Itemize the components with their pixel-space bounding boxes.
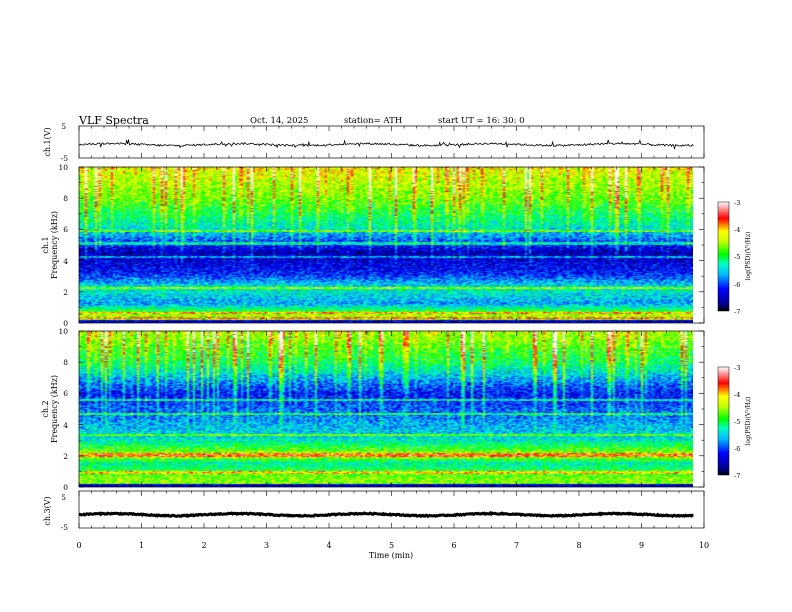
xtick-label-6: 6	[451, 541, 456, 550]
ch1-ytick-10: 10	[58, 163, 68, 172]
station-label: station= ATH	[344, 116, 402, 126]
ch2-frequency-ylabel: Frequency (kHz)	[50, 375, 59, 443]
ch1-channel-label: ch.1	[41, 236, 50, 253]
xtick-label-4: 4	[326, 541, 331, 550]
ch3-voltage-ylabel: ch.3(V)	[43, 496, 52, 525]
xtick-label-3: 3	[264, 541, 269, 550]
ch2-channel-label: ch.2	[41, 400, 50, 417]
ch1-voltage-trace	[78, 138, 694, 150]
ch2-ytick-8: 8	[63, 358, 68, 367]
xtick-label-8: 8	[576, 541, 581, 550]
ch2-ytick-10: 10	[58, 327, 68, 336]
ch1-cb-tick-m7: -7	[734, 308, 740, 316]
xtick-label-2: 2	[201, 541, 206, 550]
xtick-label-9: 9	[639, 541, 644, 550]
ch3-voltage-frame	[78, 490, 705, 529]
x-axis-ticks	[78, 126, 705, 528]
ch2-cb-tick-m7: -7	[734, 472, 740, 480]
xtick-label-7: 7	[514, 541, 519, 550]
ch3-ytick-top: 5	[61, 493, 66, 502]
ch2-spectrogram-image	[79, 331, 693, 487]
ch1-colorbar-gradient	[717, 201, 730, 312]
ch2-cb-tick-m3: -3	[734, 364, 740, 372]
ch3-ytick-bottom: -5	[61, 523, 69, 532]
ch1-cb-tick-m6: -6	[734, 281, 740, 289]
ch1-colorbar-label: log(PSD)(V²/Hz)	[745, 232, 752, 281]
ch3-voltage-panel: 5 -5 ch.3(V)	[43, 490, 705, 532]
ch2-ytick-6: 6	[63, 389, 68, 398]
ch1-cb-tick-m3: -3	[734, 199, 740, 207]
ch2-ytick-2: 2	[63, 452, 68, 461]
ch1-cb-tick-m5: -5	[734, 253, 740, 261]
ch1-colorbar: -3 -4 -5 -6 -7 log(PSD)(V²/Hz)	[717, 199, 752, 316]
xtick-label-0: 0	[76, 541, 81, 550]
xtick-label-5: 5	[389, 541, 394, 550]
ch2-cb-tick-m5: -5	[734, 418, 740, 426]
ch1-ytick-2: 2	[63, 288, 68, 297]
ch1-cb-tick-m4: -4	[734, 226, 740, 234]
ch1-ytick-bottom: -5	[61, 154, 69, 163]
ch1-voltage-ylabel: ch.1(V)	[43, 127, 52, 156]
start-time-label: start UT = 16: 30: 0	[438, 116, 525, 126]
ch1-ytick-8: 8	[63, 194, 68, 203]
ch2-cb-tick-m4: -4	[734, 391, 740, 399]
ch1-ytick-0: 0	[63, 319, 68, 328]
ch1-voltage-frame	[78, 125, 705, 159]
ch2-spectrogram-panel: 0 2 4 6 8 10 ch.2 Frequency (kHz)	[41, 327, 705, 492]
ch2-ytick-0: 0	[63, 483, 68, 492]
ch1-spectrogram-panel: 0 2 4 6 8 10 ch.1 Frequency (kHz)	[41, 163, 705, 328]
x-axis-tick-labels: 0 1 2 3 4 5 6 7 8 9 10	[76, 541, 709, 550]
ch1-frequency-ylabel: Frequency (kHz)	[50, 211, 59, 279]
ch2-cb-tick-m6: -6	[734, 445, 740, 453]
ch3-voltage-trace	[78, 510, 694, 519]
xtick-label-1: 1	[139, 541, 144, 550]
date-label: Oct. 14, 2025	[250, 116, 308, 126]
figure-title: VLF Spectra	[78, 114, 149, 127]
ch2-ytick-4: 4	[63, 421, 68, 430]
ch2-colorbar: -3 -4 -5 -6 -7 log(PSD)(V²/Hz)	[717, 364, 752, 480]
ch1-ytick-6: 6	[63, 225, 68, 234]
ch2-colorbar-label: log(PSD)(V²/Hz)	[745, 397, 752, 446]
ch1-spectrogram-image	[79, 167, 693, 323]
ch1-voltage-panel: 5 -5 ch.1(V)	[43, 122, 705, 163]
x-axis-label: Time (min)	[369, 551, 413, 560]
ch1-ytick-4: 4	[63, 257, 68, 266]
ch1-ytick-top: 5	[61, 122, 66, 131]
ch2-colorbar-gradient	[717, 366, 730, 476]
xtick-label-10: 10	[699, 541, 709, 550]
